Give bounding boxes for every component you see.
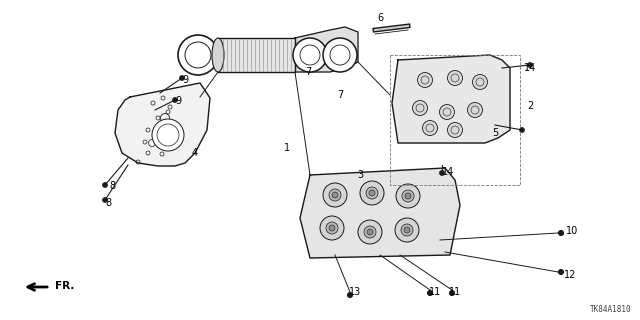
Text: TK84A1810: TK84A1810: [590, 305, 632, 314]
Circle shape: [367, 229, 373, 235]
Polygon shape: [115, 83, 210, 166]
Circle shape: [559, 230, 563, 236]
Circle shape: [348, 292, 353, 298]
Circle shape: [447, 123, 463, 138]
Text: 4: 4: [192, 148, 198, 158]
Circle shape: [360, 181, 384, 205]
Circle shape: [320, 216, 344, 240]
Circle shape: [326, 222, 338, 234]
Circle shape: [293, 38, 327, 72]
Circle shape: [413, 100, 428, 116]
Polygon shape: [295, 27, 358, 72]
Polygon shape: [392, 55, 510, 143]
Text: 7: 7: [305, 67, 311, 77]
Circle shape: [102, 197, 108, 203]
Circle shape: [179, 76, 184, 81]
Text: 2: 2: [527, 101, 533, 111]
Circle shape: [364, 226, 376, 238]
Circle shape: [447, 70, 463, 85]
Circle shape: [323, 38, 357, 72]
Circle shape: [404, 227, 410, 233]
Bar: [218, 38, 295, 72]
Text: 8: 8: [105, 198, 111, 208]
Text: 10: 10: [566, 226, 578, 236]
Circle shape: [440, 105, 454, 119]
Circle shape: [422, 121, 438, 135]
Text: 11: 11: [429, 287, 441, 297]
Text: 11: 11: [449, 287, 461, 297]
Circle shape: [329, 225, 335, 231]
Text: 3: 3: [357, 170, 363, 180]
Circle shape: [440, 171, 445, 175]
Circle shape: [369, 190, 375, 196]
Circle shape: [402, 190, 414, 202]
Circle shape: [102, 182, 108, 188]
Text: 8: 8: [109, 181, 115, 191]
Text: 5: 5: [492, 128, 498, 138]
Circle shape: [323, 183, 347, 207]
Circle shape: [405, 193, 411, 199]
Circle shape: [152, 119, 184, 151]
Text: 1: 1: [284, 143, 290, 153]
Circle shape: [329, 189, 341, 201]
Ellipse shape: [212, 38, 224, 72]
Circle shape: [467, 102, 483, 117]
Text: 7: 7: [337, 90, 343, 100]
Circle shape: [559, 269, 563, 275]
Circle shape: [520, 127, 525, 132]
Circle shape: [428, 291, 433, 295]
Circle shape: [366, 187, 378, 199]
Circle shape: [358, 220, 382, 244]
Circle shape: [472, 75, 488, 90]
Text: FR.: FR.: [55, 281, 74, 291]
Circle shape: [527, 62, 532, 68]
Text: 6: 6: [377, 13, 383, 23]
Text: 9: 9: [175, 96, 181, 106]
Circle shape: [401, 224, 413, 236]
Circle shape: [173, 98, 177, 102]
Circle shape: [395, 218, 419, 242]
Circle shape: [332, 192, 338, 198]
Text: 14: 14: [442, 167, 454, 177]
Polygon shape: [300, 168, 460, 258]
Text: 9: 9: [182, 75, 188, 85]
Circle shape: [449, 291, 454, 295]
Circle shape: [396, 184, 420, 208]
Text: 13: 13: [349, 287, 361, 297]
Circle shape: [178, 35, 218, 75]
Bar: [390, 55, 520, 185]
Circle shape: [417, 73, 433, 87]
Text: 12: 12: [564, 270, 576, 280]
Text: 14: 14: [524, 63, 536, 73]
